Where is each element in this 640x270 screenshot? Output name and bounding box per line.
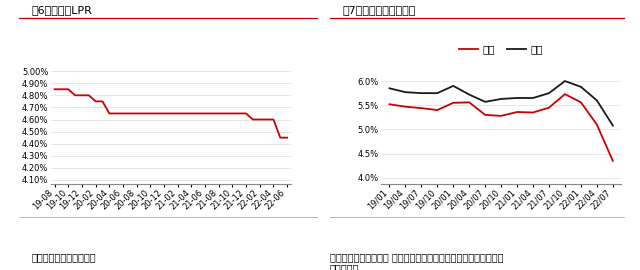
首套	[577, 101, 585, 104]
二套	[449, 84, 457, 87]
Text: 资料来源：贝壳研究院 注：统计方法问题，该利率水平往往低于人: 资料来源：贝壳研究院 注：统计方法问题，该利率水平往往低于人	[330, 252, 503, 262]
首套	[481, 113, 489, 117]
首套	[529, 111, 537, 114]
二套	[401, 90, 409, 94]
首套	[449, 101, 457, 104]
Text: 民银行公告: 民银行公告	[330, 263, 359, 270]
首套	[593, 123, 601, 126]
二套	[417, 92, 425, 95]
Line: 二套: 二套	[390, 81, 613, 126]
首套	[545, 106, 553, 109]
二套	[577, 85, 585, 89]
Line: 首套: 首套	[390, 94, 613, 161]
二套	[497, 97, 505, 100]
首套	[465, 101, 473, 104]
Text: 图7：百城主流按揭利率: 图7：百城主流按揭利率	[342, 5, 416, 15]
二套	[386, 87, 394, 90]
二套	[481, 100, 489, 103]
首套	[609, 159, 617, 163]
首套	[386, 103, 394, 106]
二套	[513, 96, 521, 100]
首套	[497, 114, 505, 117]
二套	[593, 99, 601, 102]
首套	[433, 109, 441, 112]
首套	[513, 110, 521, 114]
二套	[545, 92, 553, 95]
Text: 资料来源：中国人民银行: 资料来源：中国人民银行	[32, 252, 97, 262]
首套	[401, 105, 409, 108]
Legend: 首套, 二套: 首套, 二套	[455, 40, 547, 59]
二套	[561, 79, 569, 83]
二套	[529, 96, 537, 100]
首套	[561, 93, 569, 96]
二套	[609, 124, 617, 127]
二套	[433, 92, 441, 95]
二套	[465, 93, 473, 96]
首套	[417, 106, 425, 110]
Text: 图6：五年期LPR: 图6：五年期LPR	[32, 5, 93, 15]
